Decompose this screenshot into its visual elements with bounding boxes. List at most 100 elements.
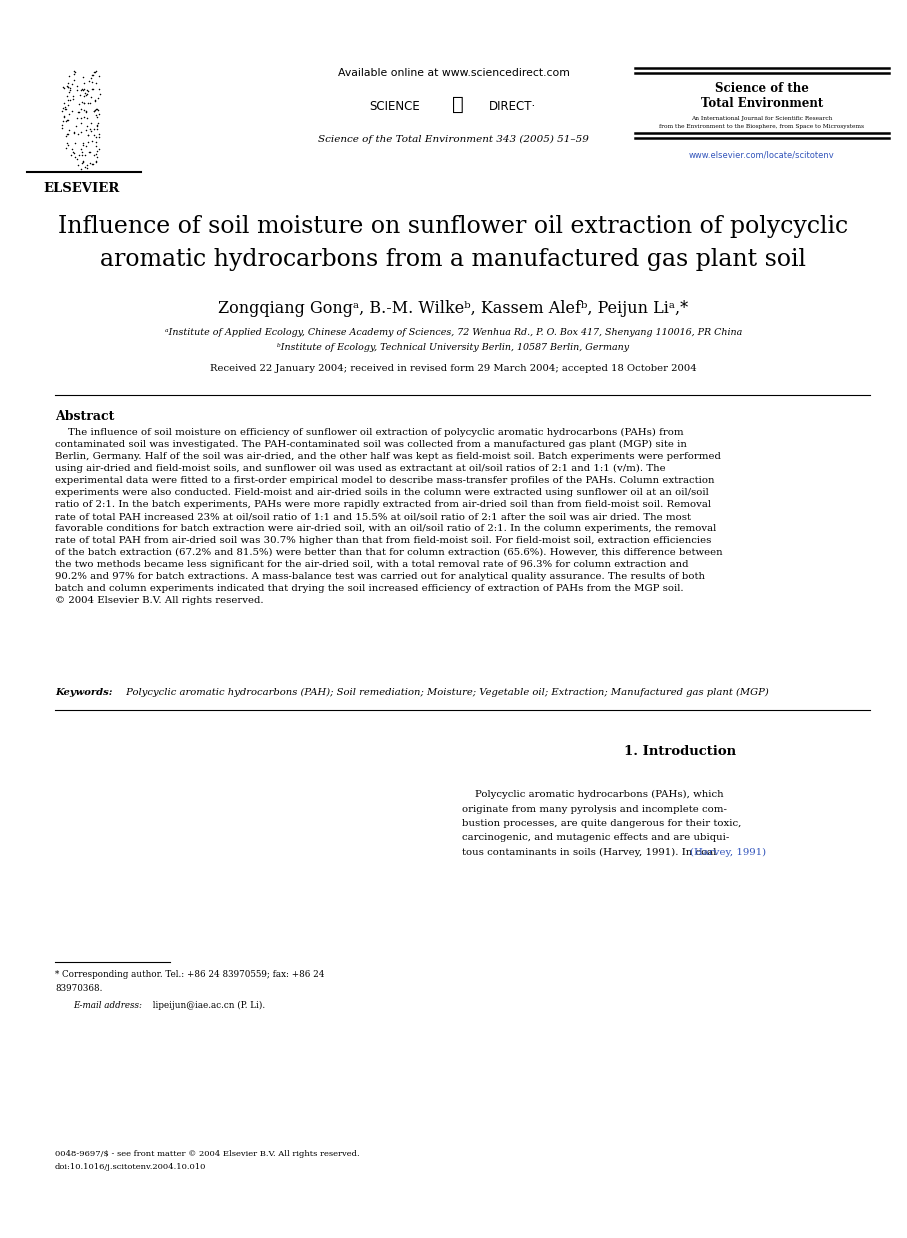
Point <box>89 136 103 156</box>
Point <box>71 124 85 144</box>
Point <box>89 99 103 119</box>
Point <box>89 144 103 163</box>
Point <box>71 156 85 176</box>
Point <box>60 77 74 97</box>
Point <box>74 145 89 165</box>
Point <box>91 100 105 120</box>
Point <box>66 124 81 144</box>
Point <box>70 150 84 170</box>
Text: 0048-9697/$ - see front matter © 2004 Elsevier B.V. All rights reserved.: 0048-9697/$ - see front matter © 2004 El… <box>55 1150 359 1158</box>
Text: Science of the Total Environment 343 (2005) 51–59: Science of the Total Environment 343 (20… <box>318 135 589 144</box>
Point <box>63 83 77 103</box>
Point <box>81 94 95 114</box>
Point <box>90 141 104 161</box>
Point <box>91 113 105 132</box>
Point <box>65 89 80 109</box>
Point <box>91 88 105 108</box>
Point <box>63 89 77 109</box>
Text: E-mail address:: E-mail address: <box>73 1002 142 1010</box>
Point <box>89 99 103 119</box>
Point <box>73 108 88 128</box>
Point <box>73 121 88 141</box>
Point <box>86 100 101 120</box>
Text: (Harvey, 1991): (Harvey, 1991) <box>690 848 766 857</box>
Point <box>72 145 86 165</box>
Point <box>80 84 94 104</box>
Point <box>61 95 75 115</box>
Point <box>90 147 104 167</box>
Point <box>79 102 93 121</box>
Point <box>87 90 102 110</box>
Text: * Corresponding author. Tel.: +86 24 83970559; fax: +86 24: * Corresponding author. Tel.: +86 24 839… <box>55 971 325 979</box>
Point <box>69 116 83 136</box>
Point <box>61 110 75 130</box>
Point <box>58 99 73 119</box>
Text: carcinogenic, and mutagenic effects and are ubiqui-: carcinogenic, and mutagenic effects and … <box>462 833 729 843</box>
Point <box>92 126 106 146</box>
Point <box>80 155 94 175</box>
Point <box>87 62 102 82</box>
Point <box>92 139 106 158</box>
Point <box>64 102 79 121</box>
Point <box>75 80 90 100</box>
Point <box>62 120 76 140</box>
Point <box>73 99 88 119</box>
Point <box>89 73 103 93</box>
Point <box>85 79 100 99</box>
Point <box>70 108 84 128</box>
Text: tous contaminants in soils (Harvey, 1991). In coal: tous contaminants in soils (Harvey, 1991… <box>462 848 717 857</box>
Point <box>62 66 76 85</box>
Point <box>75 135 90 155</box>
Point <box>62 104 76 124</box>
Point <box>92 104 106 124</box>
Text: Influence of soil moisture on sunflower oil extraction of polycyclic: Influence of soil moisture on sunflower … <box>58 215 849 238</box>
Point <box>57 78 72 98</box>
Point <box>92 67 106 87</box>
Point <box>73 113 88 132</box>
Point <box>63 145 78 165</box>
Point <box>70 80 84 100</box>
Point <box>79 120 93 140</box>
Point <box>54 102 69 121</box>
Text: ᵇInstitute of Ecology, Technical University Berlin, 10587 Berlin, Germany: ᵇInstitute of Ecology, Technical Univers… <box>278 343 629 352</box>
Point <box>61 77 75 97</box>
Point <box>74 79 89 99</box>
Text: www.elsevier.com/locate/scitotenv: www.elsevier.com/locate/scitotenv <box>689 150 834 158</box>
Text: Zongqiang Gongᵃ, B.-M. Wilkeᵇ, Kassem Alefᵇ, Peijun Liᵃ,*: Zongqiang Gongᵃ, B.-M. Wilkeᵇ, Kassem Al… <box>219 300 688 317</box>
Point <box>81 125 95 145</box>
Point <box>88 90 102 110</box>
Point <box>79 116 93 136</box>
Point <box>93 84 108 104</box>
Point <box>90 119 104 139</box>
Point <box>77 93 92 113</box>
Point <box>83 142 97 162</box>
Point <box>55 98 70 118</box>
Point <box>71 102 85 121</box>
Point <box>79 85 93 105</box>
Point <box>86 100 101 120</box>
Point <box>61 135 75 155</box>
Point <box>82 71 96 90</box>
Point <box>66 71 81 90</box>
Text: originate from many pyrolysis and incomplete com-: originate from many pyrolysis and incomp… <box>462 805 727 813</box>
Point <box>58 97 73 116</box>
Point <box>77 100 92 120</box>
Text: ELSEVIER: ELSEVIER <box>44 182 120 196</box>
Point <box>89 105 103 125</box>
Point <box>59 126 73 146</box>
Text: The influence of soil moisture on efficiency of sunflower oil extraction of poly: The influence of soil moisture on effici… <box>55 428 723 604</box>
Point <box>83 119 97 139</box>
Point <box>72 94 86 114</box>
Text: from the Environment to the Biosphere, from Space to Microsystems: from the Environment to the Biosphere, f… <box>659 124 864 129</box>
Point <box>81 125 95 145</box>
Point <box>68 147 83 167</box>
Point <box>86 125 101 145</box>
Point <box>61 73 75 93</box>
Point <box>74 154 89 173</box>
Point <box>64 140 79 160</box>
Point <box>76 132 91 152</box>
Point <box>76 85 91 105</box>
Text: lipeijun@iae.ac.cn (P. Li).: lipeijun@iae.ac.cn (P. Li). <box>151 1002 266 1010</box>
Point <box>65 87 80 106</box>
Text: An International Journal for Scientific Research: An International Journal for Scientific … <box>691 116 833 121</box>
